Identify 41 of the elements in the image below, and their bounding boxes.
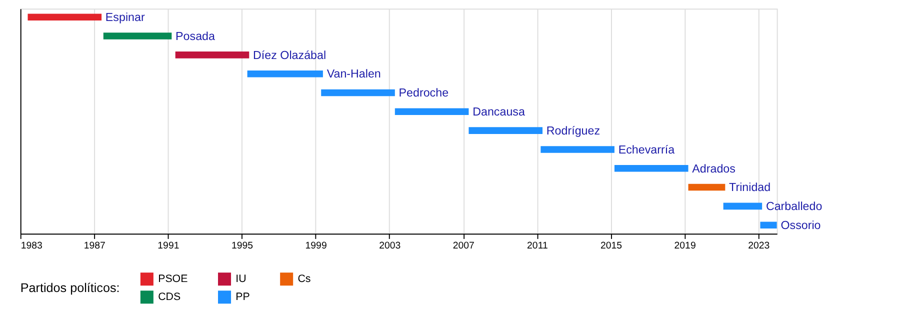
x-tick-label: 1987 [84,240,106,252]
x-tick-label: 2007 [452,240,474,252]
legend-title: Partidos políticos: [20,280,120,295]
y-tick-label: Rodríguez [546,124,600,138]
x-tick-label: 2023 [748,240,770,252]
legend-label: Cs [298,273,311,286]
legend-label: PSOE [158,273,188,286]
x-tick-label: 1995 [231,240,254,252]
x-tick-label: 2011 [527,240,548,252]
x-tick-label: 1999 [305,240,327,252]
legend-label: CDS [158,291,181,304]
bar [247,70,323,78]
legend-label: PP [236,291,250,304]
bar [28,14,102,21]
bar [175,52,250,58]
bar [614,164,688,172]
y-tick-label: Carballedo [766,200,822,214]
x-tick-label: 2015 [600,240,622,252]
bar [688,184,726,191]
y-tick-label: Pedroche [398,86,449,100]
x-tick-label: 1991 [158,240,180,252]
y-tick-label: Echevarría [618,143,676,156]
x-tick-label: 2003 [379,240,401,252]
y-tick-label: Dancausa [472,106,526,119]
x-tick-label: 1983 [20,240,42,252]
y-tick-label: Posada [176,30,216,43]
y-tick-label: Espinar [105,11,145,24]
bar [321,89,395,96]
bar [468,127,543,134]
bar [540,146,614,153]
x-tick-label: 2019 [674,240,696,252]
bar [760,222,777,228]
y-tick-label: Adrados [692,162,736,176]
legend-label: IU [236,273,246,286]
y-tick-label: Van-Halen [326,68,381,81]
bar [723,202,762,210]
bar [103,32,172,40]
y-tick-label: Díez Olazábal [253,48,326,62]
y-tick-label: Trinidad [729,181,771,194]
bar [394,108,469,116]
y-tick-label: Ossorio [780,218,821,232]
